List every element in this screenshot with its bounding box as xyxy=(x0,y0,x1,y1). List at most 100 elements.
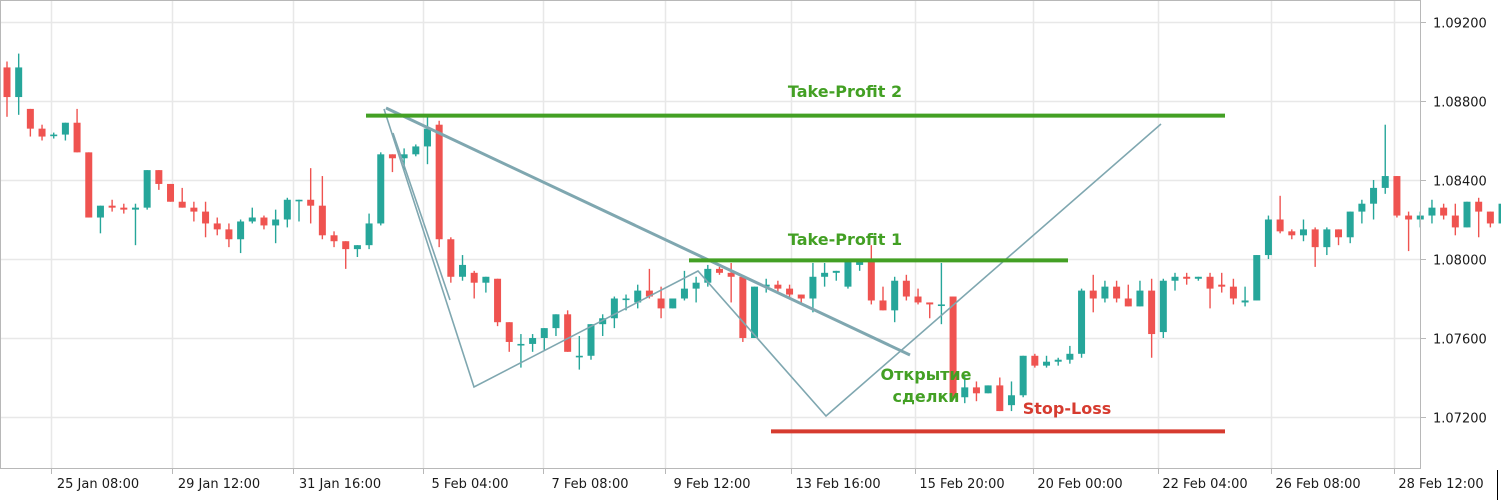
y-tick-label: 1.08800 xyxy=(1433,96,1487,111)
candle xyxy=(1393,176,1401,218)
candles xyxy=(3,53,1501,412)
candle xyxy=(1101,280,1109,303)
candle xyxy=(1183,272,1191,285)
candle xyxy=(1031,353,1039,368)
candle xyxy=(447,237,455,283)
candle xyxy=(587,324,595,360)
candle xyxy=(774,280,782,293)
candle xyxy=(1148,278,1156,358)
candle xyxy=(1241,286,1249,307)
candle xyxy=(984,385,992,394)
candle xyxy=(213,217,221,236)
candle xyxy=(1253,255,1261,301)
x-tick-label: 15 Feb 20:00 xyxy=(919,477,1004,492)
y-axis[interactable]: 1.09200 1.08800 1.08400 1.08000 1.07600 1.072… xyxy=(1420,17,1487,427)
candle xyxy=(1229,278,1237,305)
candle xyxy=(1113,280,1121,303)
candle xyxy=(856,260,864,271)
candle xyxy=(1346,211,1354,244)
candle xyxy=(821,262,829,287)
candle xyxy=(365,213,373,250)
candle xyxy=(96,205,104,234)
candle xyxy=(1299,219,1307,242)
candle xyxy=(435,120,443,248)
candle xyxy=(318,176,326,240)
candle xyxy=(108,199,116,212)
candle xyxy=(692,276,700,303)
x-tick-label: 25 Jan 08:00 xyxy=(57,477,139,492)
annotation-label: сделки xyxy=(892,387,959,406)
candle xyxy=(1043,355,1051,368)
candle xyxy=(482,276,490,293)
candle xyxy=(1440,203,1448,220)
candle xyxy=(1311,227,1319,267)
candle xyxy=(353,245,361,258)
x-tick-label: 31 Jan 16:00 xyxy=(299,477,381,492)
candle xyxy=(1124,284,1132,307)
candle xyxy=(704,264,712,287)
candle xyxy=(1089,274,1097,313)
candle xyxy=(1428,199,1436,224)
pattern-zigzag-inner xyxy=(392,132,451,301)
candle xyxy=(295,199,303,222)
candle xyxy=(61,122,69,141)
x-tick-label: 9 Feb 12:00 xyxy=(673,477,750,492)
candle xyxy=(715,266,723,275)
candle xyxy=(190,201,198,222)
candle xyxy=(809,262,817,313)
candle xyxy=(155,170,163,190)
candle xyxy=(470,270,478,299)
candle xyxy=(610,296,618,329)
candle xyxy=(1206,272,1214,309)
candle xyxy=(167,183,175,202)
annotation-label: Take-Profit 2 xyxy=(788,82,902,101)
candle xyxy=(131,203,139,246)
plot-border xyxy=(0,0,1421,469)
candle xyxy=(73,108,81,153)
candle xyxy=(1171,272,1179,291)
candle xyxy=(599,314,607,337)
x-tick-label: 22 Feb 04:00 xyxy=(1162,477,1247,492)
candle xyxy=(1323,227,1331,256)
candle xyxy=(377,152,385,226)
candle xyxy=(1288,229,1296,240)
candle xyxy=(891,276,899,323)
candle xyxy=(1486,211,1494,228)
candle xyxy=(50,132,58,139)
candle xyxy=(972,381,980,402)
x-tick-label: 29 Jan 12:00 xyxy=(178,477,260,492)
candle xyxy=(1370,180,1378,220)
x-tick-label: 28 Feb 12:00 xyxy=(1398,477,1483,492)
y-tick-label: 1.08400 xyxy=(1433,175,1487,190)
candle xyxy=(867,245,875,305)
y-tick-label: 1.07200 xyxy=(1433,412,1487,427)
y-tick-label: 1.08000 xyxy=(1433,254,1487,269)
candle xyxy=(85,152,93,218)
candle xyxy=(832,270,840,281)
candle xyxy=(307,168,315,224)
grid xyxy=(0,0,1420,468)
candle xyxy=(575,336,583,370)
candle xyxy=(879,286,887,311)
x-axis[interactable]: 25 Jan 08:00 29 Jan 12:00 31 Jan 16:00 5 Fe… xyxy=(51,468,1484,492)
candle xyxy=(342,241,350,269)
candle xyxy=(1358,199,1366,224)
candle xyxy=(680,270,688,301)
candle xyxy=(645,268,653,299)
candle xyxy=(225,223,233,248)
candle xyxy=(1498,203,1501,224)
candle xyxy=(1136,280,1144,307)
pattern-lines xyxy=(383,106,1162,418)
candle xyxy=(26,108,34,137)
candle xyxy=(120,203,128,214)
x-tick-label: 5 Feb 04:00 xyxy=(431,477,508,492)
candle xyxy=(564,310,572,352)
candle xyxy=(1159,278,1167,338)
candle xyxy=(330,231,338,248)
candle xyxy=(272,209,280,244)
candle xyxy=(1066,345,1074,364)
candle xyxy=(15,53,23,115)
candle xyxy=(1007,381,1015,412)
candle xyxy=(552,314,560,337)
